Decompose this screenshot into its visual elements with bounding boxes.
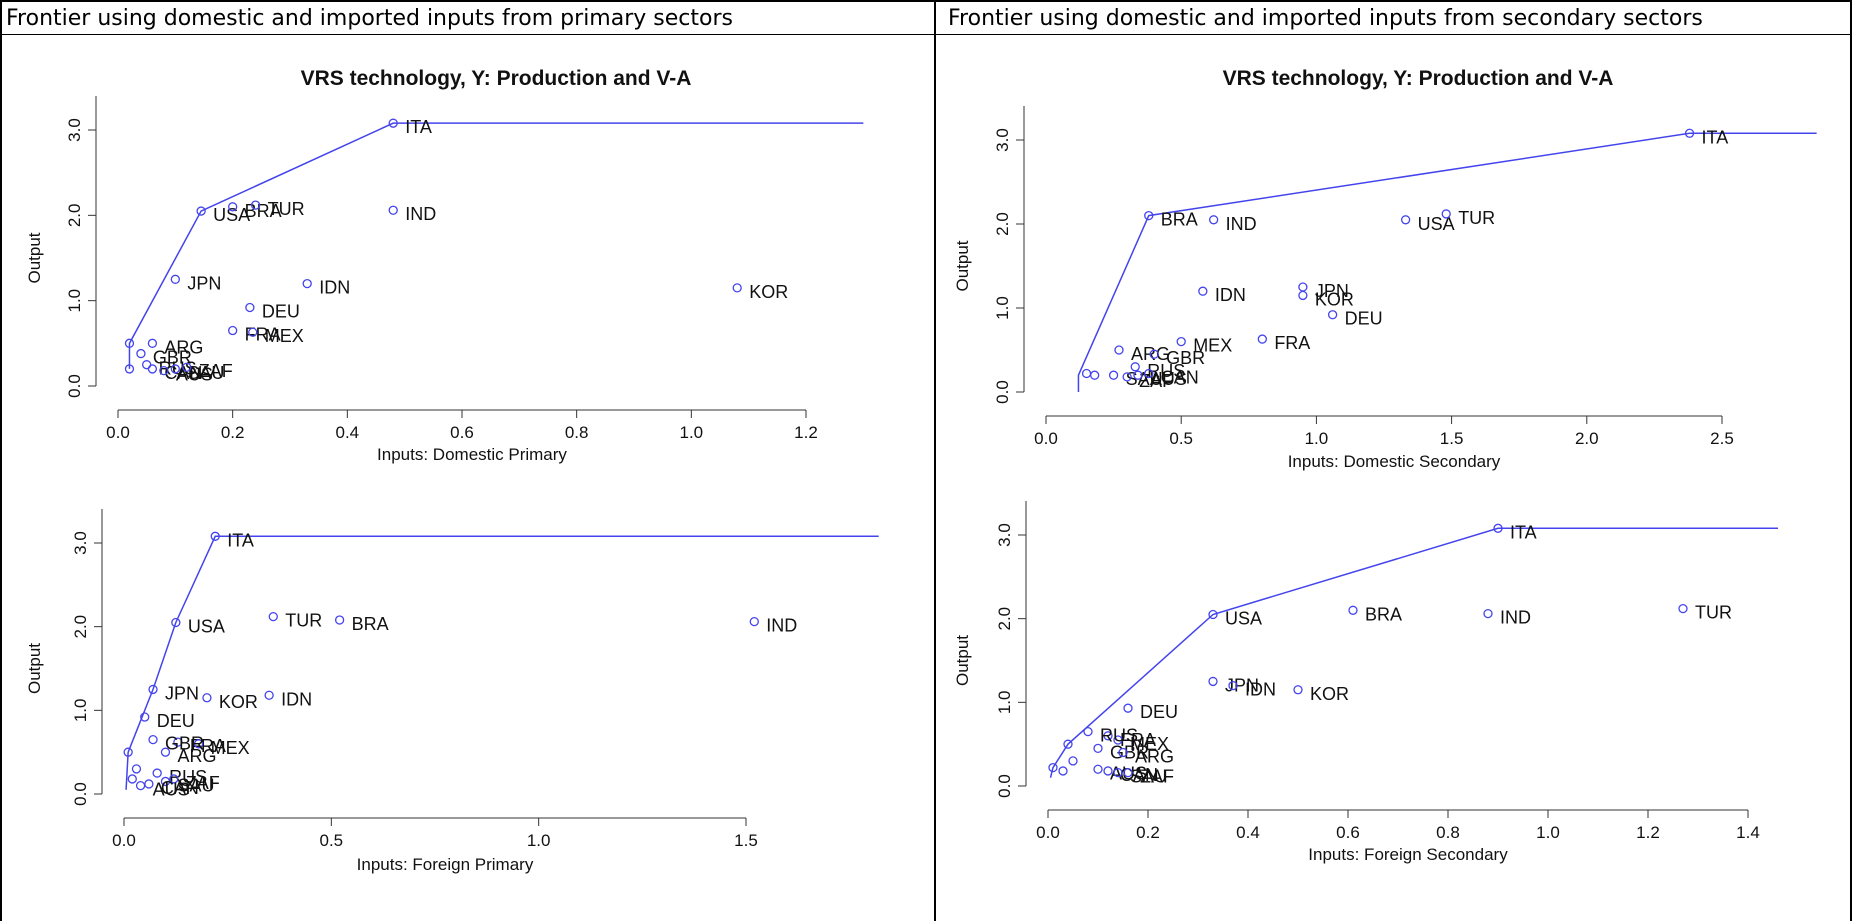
left-column-title: Frontier using domestic and imported inp… (6, 6, 733, 31)
table-right-border (1850, 0, 1852, 921)
right-column-title: Frontier using domestic and imported inp… (948, 6, 1703, 31)
table-middle-border (934, 0, 936, 921)
header-row-border (0, 34, 1852, 35)
table-left-border (0, 0, 2, 921)
table-top-border (0, 0, 1852, 2)
